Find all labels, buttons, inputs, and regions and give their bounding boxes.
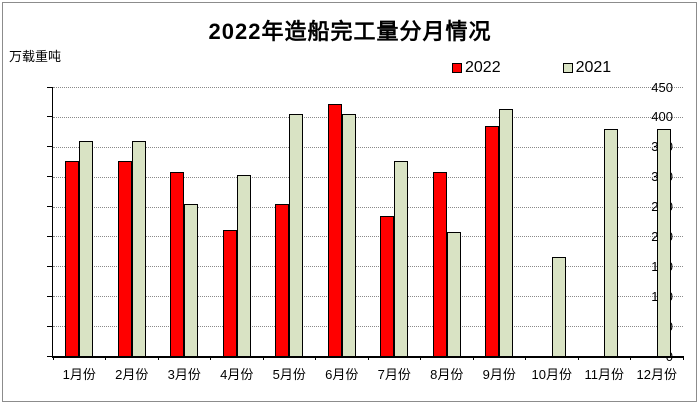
bar-2022-5月份 [275,203,290,356]
bar-2021-7月份 [394,161,409,356]
gridline-200 [53,236,683,238]
bar-2022-7月份 [380,216,395,356]
plot-area: 0501001502002503003504004501月份2月份3月份4月份5… [47,81,684,382]
bar-group-12月份 [631,87,684,356]
bar-2021-2月份 [131,140,146,356]
x-label-3月份: 3月份 [167,367,201,382]
gridline-100 [53,296,683,298]
x-tick-4 [262,356,264,360]
x-label-10月份: 10月份 [531,367,572,382]
bar-group-7月份 [368,87,421,356]
x-label-9月份: 9月份 [482,367,516,382]
x-tick-1 [105,356,106,360]
gridline-50 [53,326,683,328]
bar-group-8月份 [421,87,474,356]
bar-2021-8月份 [446,231,461,356]
x-tick-3 [210,356,211,360]
bar-2021-11月份 [604,128,619,356]
bar-group-1月份 [53,87,106,356]
gridline-400 [53,116,683,118]
y-tick-label-450: 450 [651,79,673,95]
x-tick-8 [472,356,474,360]
gridline-150 [53,266,683,268]
gridline-350 [53,146,683,148]
x-tick-7 [420,356,421,360]
bar-group-4月份 [211,87,264,356]
bar-2021-6月份 [341,113,356,356]
y-tick-450 [47,86,52,88]
legend-item-2022: 2022 [452,59,501,77]
y-tick-label-400: 400 [651,109,673,125]
bar-2022-4月份 [222,230,237,356]
chart-title: 2022年造船完工量分月情况 [208,19,492,44]
bar-group-11月份 [578,87,631,356]
bar-2021-12月份 [656,128,671,356]
y-axis-unit-label: 万载重吨 [9,49,62,64]
bar-2021-3月份 [184,203,199,356]
y-tick-label-0: 0 [665,348,673,364]
bar-group-5月份 [263,87,316,356]
x-tick-12 [682,356,684,360]
bar-2022-8月份 [432,171,447,356]
bar-group-9月份 [473,87,526,356]
x-label-4月份: 4月份 [220,367,254,382]
x-label-7月份: 7月份 [377,367,411,382]
legend: 2022 2021 [452,59,611,77]
gridline-450 [53,87,683,88]
x-tick-5 [315,356,316,360]
y-tick-50 [47,325,52,327]
legend-swatch-2021-icon [562,63,573,73]
bar-2022-2月份 [117,160,132,356]
bar-group-10月份 [526,87,579,356]
legend-label-2021: 2021 [575,59,612,76]
y-tick-350 [47,146,52,148]
x-label-1月份: 1月份 [62,367,96,382]
bar-2022-6月份 [327,103,342,356]
y-tick-150 [47,265,52,267]
bar-2021-4月份 [236,175,251,356]
legend-label-2022: 2022 [465,59,501,76]
legend-swatch-2022-icon [452,63,462,73]
bar-group-6月份 [316,87,369,356]
x-tick-9 [525,356,526,360]
bar-2022-3月份 [170,171,185,356]
bar-group-3月份 [158,87,211,356]
y-tick-0 [47,355,52,357]
x-label-6月份: 6月份 [325,367,359,382]
gridline-300 [53,176,683,178]
x-label-8月份: 8月份 [430,367,464,382]
bar-2021-1月份 [79,140,94,356]
x-label-12月份: 12月份 [636,367,677,382]
bar-2021-10月份 [551,257,566,356]
x-label-5月份: 5月份 [272,367,306,382]
y-tick-200 [47,235,52,237]
y-tick-300 [47,176,52,178]
x-tick-10 [577,356,579,360]
x-tick-6 [367,356,369,360]
x-tick-11 [630,356,631,360]
x-label-2月份: 2月份 [115,367,149,382]
gridline-250 [53,206,683,208]
bar-group-2月份 [106,87,159,356]
bar-2022-9月份 [485,125,500,356]
bar-2022-1月份 [65,160,80,356]
x-label-11月份: 11月份 [584,367,625,382]
y-tick-100 [47,295,52,297]
x-tick-0 [52,356,54,360]
bar-2021-9月份 [499,108,514,356]
x-tick-2 [157,356,159,360]
bar-2021-5月份 [289,113,304,356]
y-tick-250 [47,206,52,208]
legend-item-2021: 2021 [562,59,612,77]
y-tick-400 [47,116,52,118]
